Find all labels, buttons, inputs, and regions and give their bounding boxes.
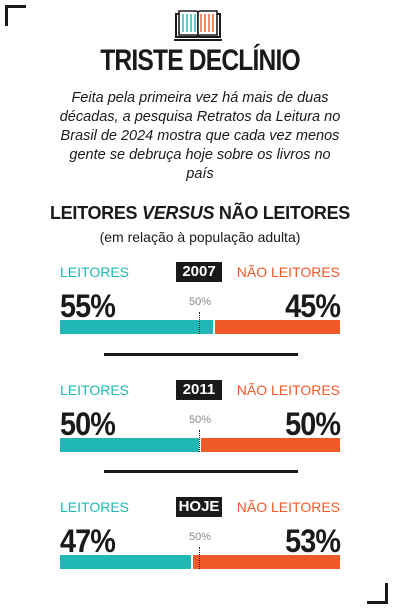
readers-percent: 50% xyxy=(60,406,116,442)
midpoint-line xyxy=(199,312,200,334)
midpoint-label: 50% xyxy=(188,531,212,543)
page-title: TRISTE DECLÍNIO xyxy=(100,44,300,77)
stacked-bar xyxy=(60,547,340,569)
section-title-part3: NÃO LEITORES xyxy=(214,203,351,223)
midpoint-label: 50% xyxy=(188,296,212,308)
readers-percent: 55% xyxy=(60,288,116,324)
chart-panel-hoje: LEITORES HOJE NÃO LEITORES 47% 50% 53% xyxy=(0,497,400,589)
readers-bar-segment xyxy=(60,555,192,569)
chart-panel-2007: LEITORES 2007 NÃO LEITORES 55% 50% 45% xyxy=(0,262,400,354)
readers-label: LEITORES xyxy=(60,382,129,398)
section-title-versus: VERSUS xyxy=(141,203,215,223)
non-readers-percent: 53% xyxy=(285,523,341,559)
readers-label: LEITORES xyxy=(60,264,129,280)
readers-bar-segment xyxy=(60,438,200,452)
non-readers-label: NÃO LEITORES xyxy=(236,382,340,398)
year-badge: 2007 xyxy=(176,262,222,282)
bar-gap xyxy=(213,320,215,334)
non-readers-bar-segment xyxy=(214,320,340,334)
section-title: LEITORES VERSUS NÃO LEITORES xyxy=(0,203,400,224)
non-readers-percent: 45% xyxy=(285,288,341,324)
readers-bar-segment xyxy=(60,320,214,334)
year-badge: 2011 xyxy=(176,380,222,400)
divider xyxy=(104,353,298,356)
midpoint-line xyxy=(199,547,200,569)
non-readers-percent: 50% xyxy=(285,406,341,442)
readers-label: LEITORES xyxy=(60,499,129,515)
year-badge: HOJE xyxy=(176,497,222,517)
open-book-icon xyxy=(174,10,222,41)
section-title-part1: LEITORES xyxy=(49,203,142,223)
non-readers-bar-segment xyxy=(192,555,340,569)
midpoint-line xyxy=(199,430,200,452)
chart-panel-2011: LEITORES 2011 NÃO LEITORES 50% 50% 50% xyxy=(0,380,400,472)
corner-mark-bottom-right xyxy=(367,583,388,604)
stacked-bar xyxy=(60,312,340,334)
stacked-bar xyxy=(60,430,340,452)
non-readers-label: NÃO LEITORES xyxy=(236,499,340,515)
divider xyxy=(104,470,298,473)
non-readers-label: NÃO LEITORES xyxy=(236,264,340,280)
bar-gap xyxy=(191,555,193,569)
corner-mark-top-left xyxy=(5,5,26,26)
section-note: (em relação à população adulta) xyxy=(99,229,301,245)
bar-gap xyxy=(199,438,201,452)
subtitle: Feita pela primeira vez há mais de duas … xyxy=(59,90,341,182)
midpoint-label: 50% xyxy=(188,414,212,426)
readers-percent: 47% xyxy=(60,523,116,559)
non-readers-bar-segment xyxy=(200,438,340,452)
